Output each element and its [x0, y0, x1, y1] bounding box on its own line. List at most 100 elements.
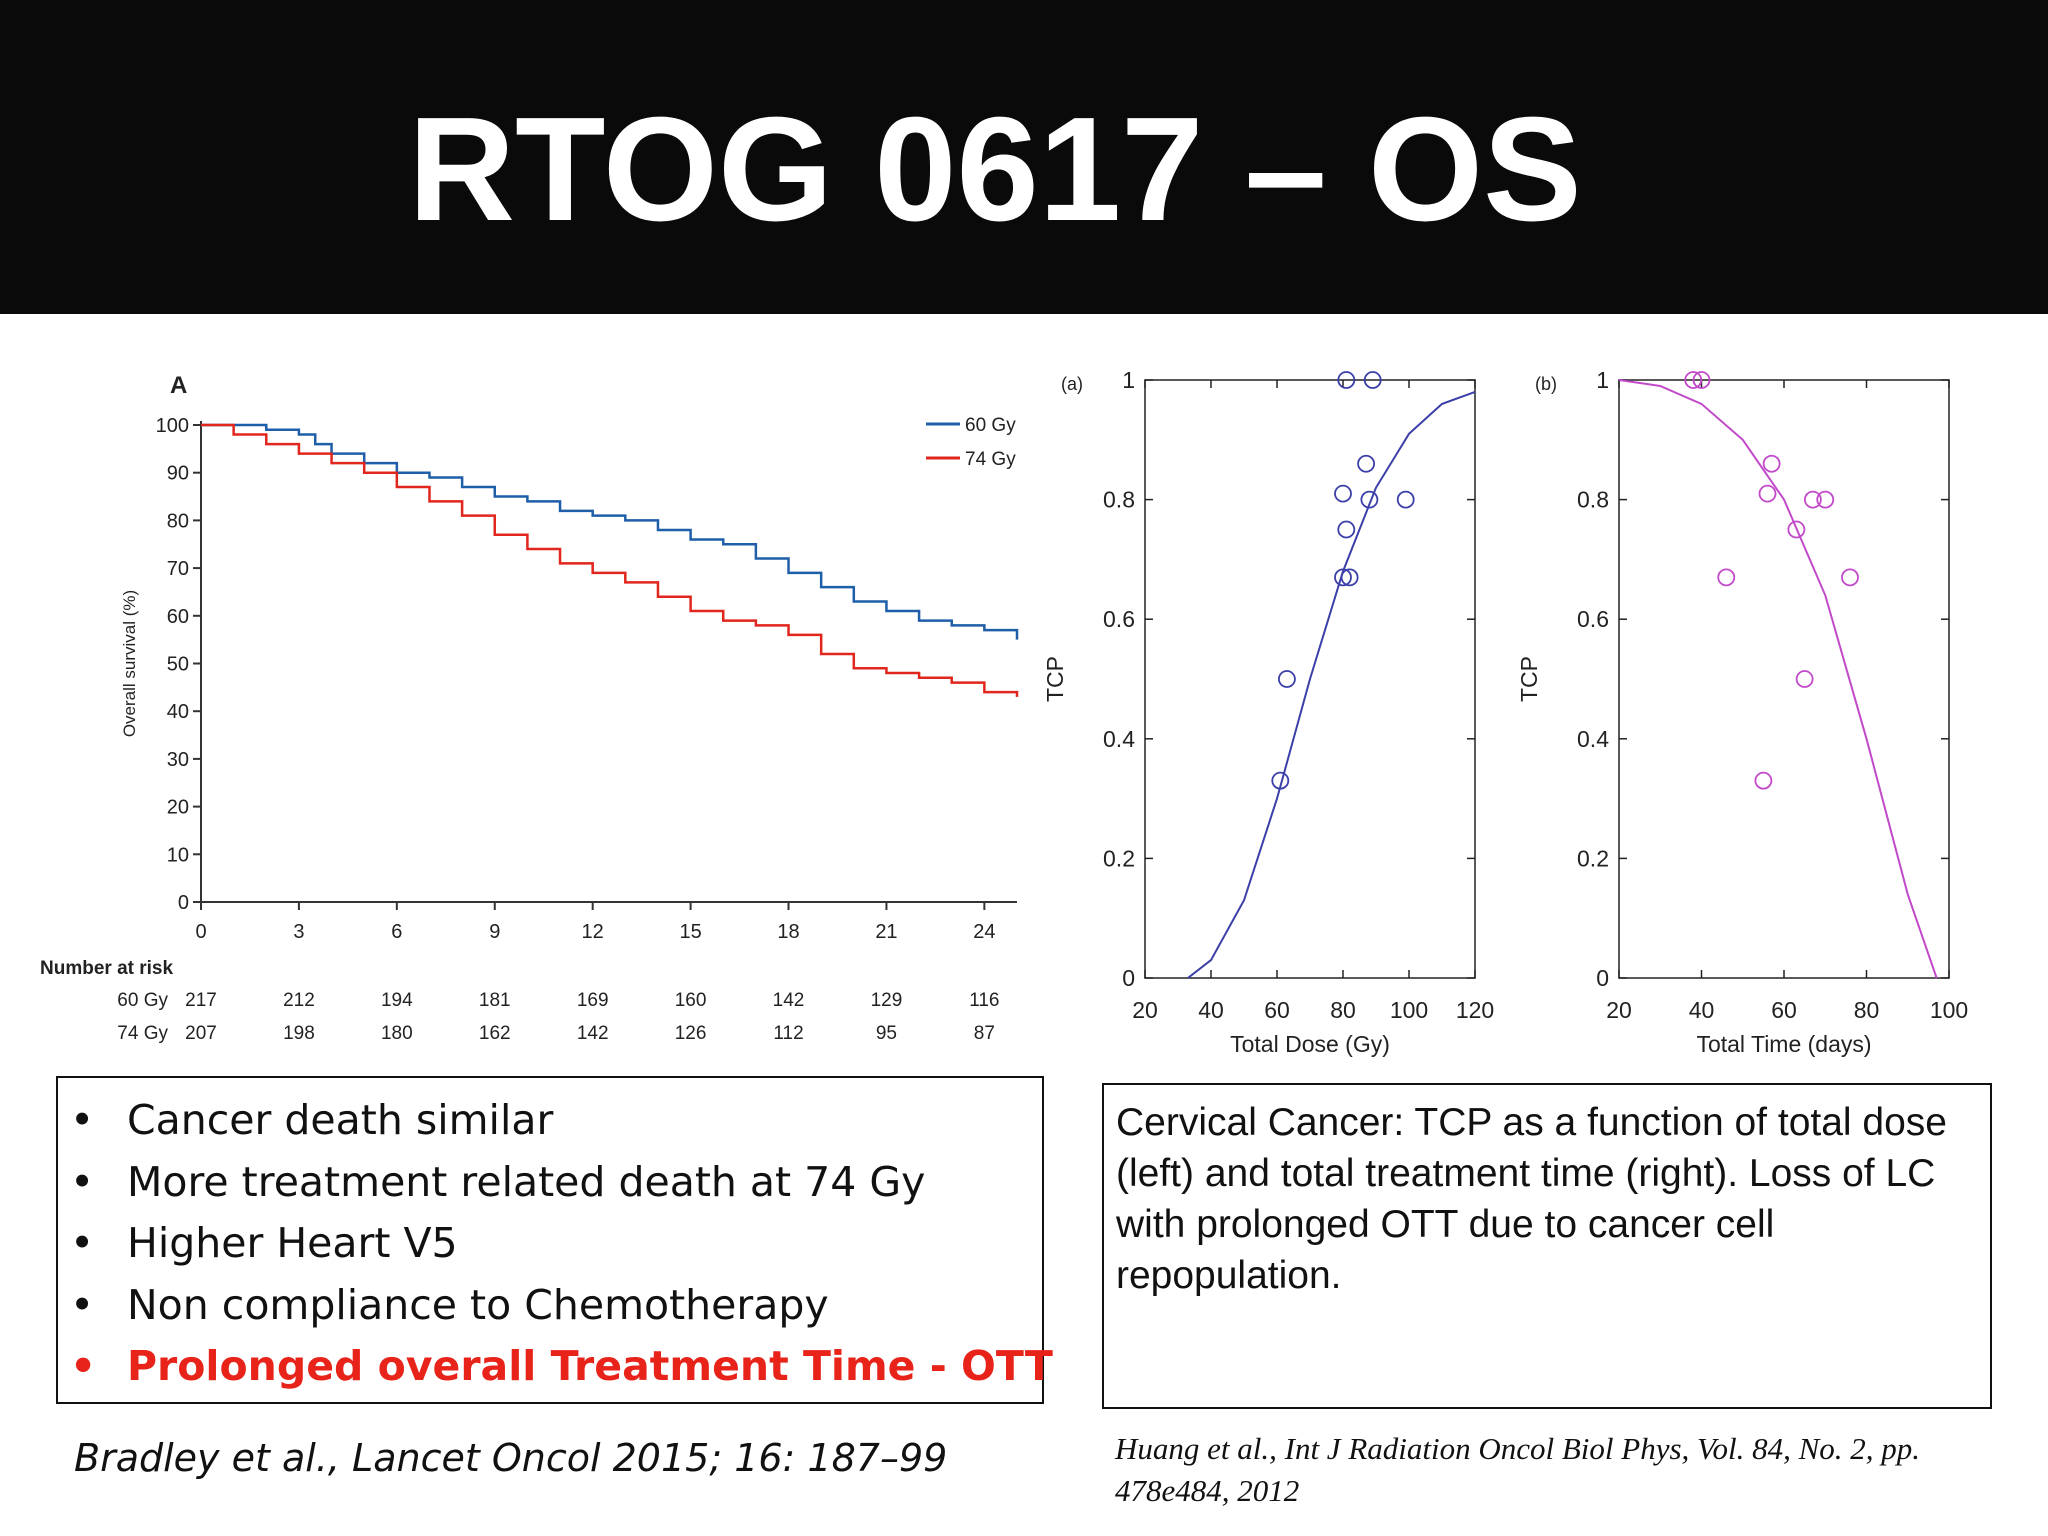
risk-value: 181: [479, 990, 511, 1011]
tcp-time-y-axis-label: TCP: [1516, 656, 1542, 702]
tcp-dose-x-tick-label: 40: [1198, 997, 1224, 1023]
risk-table-title: Number at risk: [40, 958, 173, 979]
tcp-dose-panel-label: (a): [1061, 374, 1083, 394]
tcp-time-x-tick-label: 100: [1930, 997, 1968, 1023]
risk-value: 217: [185, 990, 217, 1011]
tcp-time-data-point: [1754, 771, 1773, 790]
tcp-time-data-point: [1803, 490, 1822, 509]
tcp-dose-data-point: [1340, 568, 1359, 587]
bullet-item: • Higher Heart V5: [58, 1213, 1042, 1275]
tcp-dose-data-point: [1360, 490, 1379, 509]
tcp-time-x-tick-label: 40: [1689, 997, 1715, 1023]
km-x-tick-label: 21: [875, 921, 897, 943]
tcp-time-frame: [1618, 379, 1950, 979]
tcp-dose-x-tick-label: 20: [1132, 997, 1158, 1023]
risk-value: 126: [675, 1023, 707, 1044]
tcp-dose-x-axis-label: Total Dose (Gy): [1230, 1031, 1390, 1057]
km-x-tick-label: 9: [489, 921, 500, 943]
tcp-dose-data-point: [1334, 484, 1352, 503]
tcp-dose-data-point: [1271, 771, 1290, 790]
risk-value: 142: [773, 990, 805, 1011]
risk-value: 95: [876, 1023, 897, 1044]
tcp-time-y-tick-label: 0.2: [1577, 845, 1609, 871]
tcp-dose-data-point: [1277, 670, 1296, 688]
tcp-dose-data-point: [1396, 490, 1415, 509]
bullet-dot: •: [70, 1157, 95, 1206]
tcp-dose-y-tick-label: 0.6: [1103, 606, 1135, 632]
risk-value: 142: [577, 1023, 609, 1044]
km-y-tick-label: 20: [167, 797, 189, 819]
tcp-time-data-point: [1692, 371, 1711, 389]
km-y-axis-label: Overall survival (%): [120, 590, 139, 737]
bullet-item: • More treatment related death at 74 Gy: [58, 1152, 1042, 1214]
risk-value: 180: [381, 1023, 413, 1044]
tcp-time-y-tick-label: 1: [1596, 367, 1609, 393]
risk-value: 129: [871, 990, 903, 1011]
km-y-tick-label: 70: [167, 558, 189, 580]
km-y-tick-label: 30: [167, 749, 189, 771]
tcp-time-fit-curve: [1618, 379, 1938, 979]
tcp-dose-data-point: [1337, 520, 1356, 539]
bullet-text: Cancer death similar: [127, 1096, 554, 1144]
tcp-dose-x-tick-label: 100: [1390, 997, 1428, 1023]
km-x-tick-label: 3: [293, 921, 304, 943]
bullet-dot: •: [70, 1342, 97, 1390]
tcp-time-x-tick-label: 20: [1606, 997, 1632, 1023]
caption-box: Cervical Cancer: TCP as a function of to…: [1102, 1083, 1992, 1409]
risk-value: 160: [675, 990, 707, 1011]
tcp-charts: (a) 0 0.2 0.4 0.6 0.8 1 20 40 60 80 100 120 Total Dos…: [1020, 360, 2030, 1060]
tcp-dose-data-point: [1337, 371, 1356, 389]
km-legend-label: 60 Gy: [965, 415, 1016, 436]
title-bar: RTOG 0617 – OS: [0, 0, 2048, 314]
tcp-time-y-tick-label: 0: [1596, 965, 1609, 991]
km-x-tick-label: 6: [391, 921, 402, 943]
risk-value: 198: [283, 1023, 315, 1044]
km-y-tick-label: 50: [167, 654, 189, 676]
tcp-dose-x-tick-label: 60: [1264, 997, 1290, 1023]
bullet-text: Non compliance to Chemotherapy: [127, 1280, 829, 1329]
risk-value: 194: [381, 990, 413, 1011]
reference-left: Bradley et al., Lancet Oncol 2015; 16: 1…: [74, 1436, 948, 1480]
bullet-item: • Cancer death similar: [58, 1090, 1042, 1152]
km-y-tick-label: 80: [167, 510, 189, 532]
tcp-time-data-point: [1795, 670, 1814, 688]
bullet-dot: •: [70, 1219, 95, 1267]
bullet-text: More treatment related death at 74 Gy: [127, 1157, 926, 1206]
km-x-tick-label: 12: [582, 921, 604, 943]
tcp-dose-x-tick-label: 80: [1330, 997, 1356, 1023]
bullet-list: • Cancer death similar • More treatment rel…: [58, 1090, 1053, 1398]
km-chart: A 0 10 20 30 40 50 60 70 80 90 100 0 3 6 9 12 15 18 21 24 Ove…: [40, 360, 1050, 1060]
bullet-text: Prolonged overall Treatment Time - OTT: [127, 1342, 1053, 1390]
tcp-time-data-point: [1762, 454, 1781, 473]
tcp-dose-y-tick-label: 1: [1122, 367, 1135, 393]
slide-title: RTOG 0617 – OS: [408, 87, 1582, 252]
risk-value: 212: [283, 990, 315, 1011]
tcp-time-data-point: [1816, 490, 1835, 509]
km-y-tick-label: 0: [178, 892, 189, 914]
bullet-item: • Non compliance to Chemotherapy: [58, 1275, 1042, 1337]
tcp-time-x-axis-label: Total Time (days): [1696, 1031, 1871, 1057]
km-series-line: [201, 423, 1019, 697]
bullet-item: • Prolonged overall Treatment Time - OTT: [58, 1336, 1053, 1398]
km-y-tick-label: 40: [167, 701, 189, 723]
km-x-tick-label: 24: [973, 921, 995, 943]
tcp-time-x-tick-label: 80: [1854, 997, 1880, 1023]
tcp-time-y-tick-label: 0.4: [1577, 726, 1609, 752]
km-y-tick-label: 60: [167, 606, 189, 628]
km-legend-label: 74 Gy: [965, 449, 1016, 470]
tcp-time-y-tick-label: 0.8: [1577, 487, 1609, 513]
bullet-dot: •: [70, 1280, 95, 1329]
km-y-tick-label: 90: [167, 463, 189, 485]
km-x-tick-label: 0: [195, 921, 206, 943]
bullet-box: • Cancer death similar • More treatment rel…: [56, 1076, 1053, 1404]
tcp-time-data-point: [1841, 568, 1859, 587]
tcp-dose-fit-curve: [1187, 391, 1476, 979]
tcp-dose-y-tick-label: 0: [1122, 965, 1135, 991]
tcp-dose-y-tick-label: 0.4: [1103, 726, 1135, 752]
tcp-time-y-tick-label: 0.6: [1577, 606, 1609, 632]
risk-value: 87: [974, 1023, 995, 1044]
tcp-dose-y-tick-label: 0.2: [1103, 845, 1135, 871]
caption-text: Cervical Cancer: TCP as a function of to…: [1116, 1101, 1947, 1297]
risk-value: 112: [773, 1023, 803, 1044]
